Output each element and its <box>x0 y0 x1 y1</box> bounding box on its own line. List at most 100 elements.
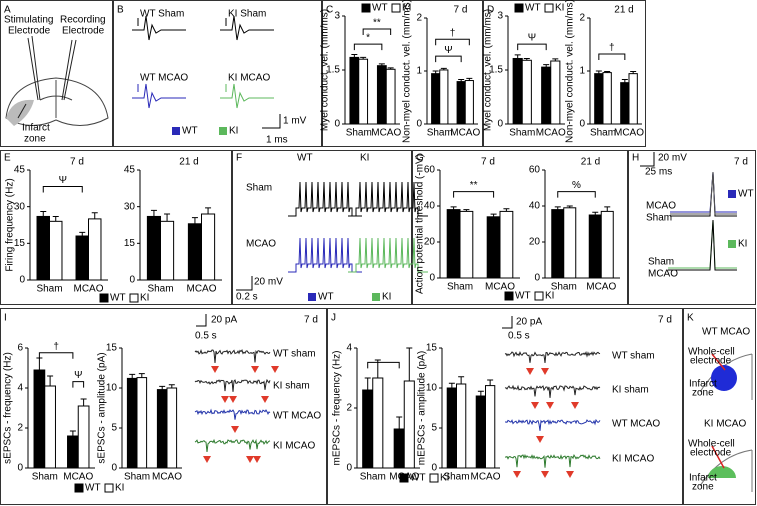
panel-frame <box>683 308 756 505</box>
significance-label: Ψ <box>59 175 67 186</box>
x-tick-label: MCAO <box>74 284 104 295</box>
significance-bracket <box>42 186 83 193</box>
error-bar <box>91 212 98 219</box>
bar <box>49 220 63 281</box>
label: Electrode <box>8 26 51 37</box>
y-axis-label: sEPSCs - amplitude (pA) <box>97 352 108 463</box>
error-bar <box>477 390 484 396</box>
label: 0.5 s <box>508 331 530 342</box>
bar <box>362 389 374 469</box>
legend-label: KI <box>545 291 554 302</box>
trace <box>194 408 271 420</box>
panel-frame <box>0 0 113 147</box>
y-tick-label: 45 <box>124 165 136 176</box>
legend-label: WT <box>515 291 531 302</box>
trace <box>504 453 601 468</box>
label: KI <box>738 239 747 250</box>
error-bar <box>40 211 47 217</box>
significance-label: % <box>572 180 581 191</box>
y-tick-label: 15 <box>14 238 26 249</box>
label: 7 d <box>304 315 318 326</box>
significance-label: Ψ <box>444 45 452 56</box>
legend-swatch <box>372 293 380 301</box>
error-bar <box>621 78 628 83</box>
label: 7 d <box>734 157 748 168</box>
x-tick-label: Sham <box>551 282 577 293</box>
bar <box>201 213 216 281</box>
trace <box>670 171 737 213</box>
trace <box>132 83 186 109</box>
error-bar <box>205 207 212 214</box>
legend-label: KI <box>440 473 449 484</box>
y-tick-label: 1 <box>579 66 585 77</box>
event-marker <box>536 436 544 443</box>
panel-label: G <box>416 153 424 164</box>
label: zone <box>24 134 46 145</box>
trace <box>668 219 737 269</box>
y-tick-label: 60 <box>529 165 541 176</box>
x-tick-label: Sham <box>124 472 150 483</box>
panel-label: E <box>4 153 11 164</box>
bar <box>602 72 612 125</box>
y-tick-label: 2 <box>346 403 352 414</box>
trace <box>220 83 274 109</box>
error-bar <box>448 382 455 388</box>
label: Infarct <box>22 123 50 134</box>
error-bar <box>191 217 198 224</box>
label: 1 mV <box>283 116 307 127</box>
label: KI <box>382 292 391 303</box>
bar <box>385 68 396 125</box>
label: WT MCAO <box>273 411 321 422</box>
label: zone <box>692 388 714 399</box>
event-marker <box>253 456 261 463</box>
bar <box>521 59 532 125</box>
event-marker <box>541 368 549 375</box>
bar <box>36 215 50 281</box>
label: A <box>4 5 11 16</box>
y-tick-label: 30 <box>124 201 136 212</box>
bar <box>393 428 405 469</box>
y-tick-label: 40 <box>424 201 436 212</box>
y-tick-label: 1.5 <box>326 65 340 76</box>
event-marker <box>546 402 554 409</box>
label: Recording <box>60 15 106 26</box>
panel-frame <box>483 0 646 147</box>
panel-frame <box>113 0 322 147</box>
bar <box>358 58 369 125</box>
panel-label: C <box>326 5 333 16</box>
bar <box>486 216 501 279</box>
label: Sham <box>246 183 272 194</box>
error-bar <box>164 213 171 222</box>
label: WT sham <box>273 349 316 360</box>
panel-label: D <box>487 5 494 16</box>
plot-title: 21 d <box>581 157 600 168</box>
k-sketch <box>699 353 753 492</box>
label: electrode <box>690 448 732 459</box>
label: KI MCAO <box>612 454 654 465</box>
y-tick-label: 20 <box>529 237 541 248</box>
significance-bracket <box>557 191 596 198</box>
legend-swatch <box>728 190 736 198</box>
bar <box>160 220 175 281</box>
label: Sham <box>646 213 672 224</box>
label: 20 pA <box>211 315 237 326</box>
label: 20 mV <box>658 153 687 164</box>
label: 20 mV <box>254 277 283 288</box>
bar <box>372 377 384 469</box>
bar <box>77 405 90 469</box>
bar <box>512 57 523 125</box>
bar <box>431 73 441 125</box>
error-bar <box>396 416 403 429</box>
legend-swatch <box>544 3 554 13</box>
bar <box>376 65 387 125</box>
x-tick-label: Sham <box>447 282 473 293</box>
x-tick-label: MCAO <box>614 128 644 139</box>
label: 0.5 s <box>195 331 217 342</box>
event-marker <box>203 456 211 463</box>
bar <box>541 66 552 125</box>
trace <box>194 378 271 392</box>
bar <box>88 218 102 281</box>
significance-label: † <box>450 28 456 39</box>
error-bar <box>138 373 145 378</box>
